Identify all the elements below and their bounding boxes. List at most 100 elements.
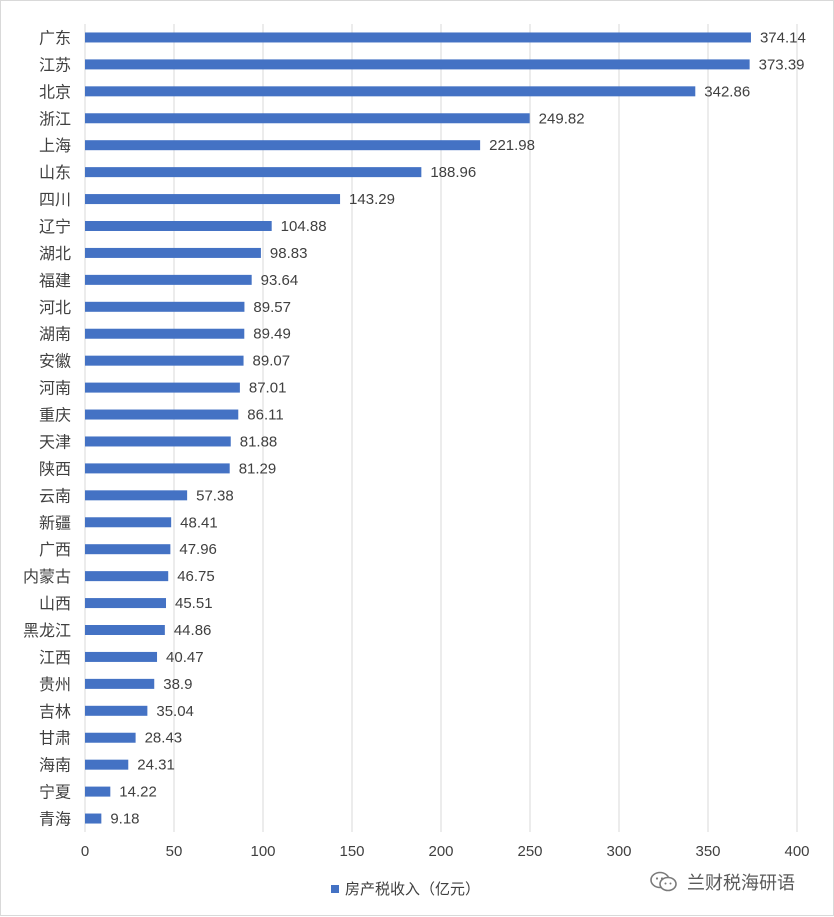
bar [85, 274, 252, 285]
bar [85, 59, 750, 70]
data-label: 28.43 [145, 730, 183, 747]
data-label: 81.29 [239, 460, 277, 477]
data-label: 46.75 [177, 568, 215, 585]
data-label: 221.98 [489, 137, 535, 154]
bar [85, 517, 172, 528]
bar [85, 571, 169, 582]
bar [85, 355, 244, 366]
category-label: 河北 [39, 298, 71, 317]
bar [85, 301, 245, 312]
data-label: 374.14 [760, 29, 806, 46]
x-tick-label: 0 [81, 843, 89, 860]
category-label: 安徽 [39, 352, 71, 371]
bar [85, 194, 341, 205]
watermark: 兰财税海研语 [649, 869, 795, 895]
data-label: 44.86 [174, 622, 212, 639]
category-label: 黑龙江 [23, 621, 71, 640]
category-label: 河南 [39, 379, 71, 398]
data-label: 249.82 [539, 110, 585, 127]
bar [85, 598, 167, 609]
data-label: 89.57 [253, 299, 291, 316]
bar [85, 382, 240, 393]
data-label: 45.51 [175, 595, 213, 612]
x-tick-label: 300 [606, 843, 631, 860]
bar [85, 813, 102, 824]
x-tick-label: 150 [339, 843, 364, 860]
bar [85, 140, 481, 151]
category-label: 湖北 [39, 244, 71, 263]
bar [85, 247, 261, 258]
legend-label: 房产税收入（亿元） [345, 880, 481, 898]
category-label: 山西 [39, 594, 71, 613]
x-tick-label: 250 [517, 843, 542, 860]
data-label: 81.88 [240, 433, 278, 450]
category-label: 四川 [39, 190, 71, 209]
legend-swatch [331, 884, 339, 893]
category-label: 浙江 [39, 109, 71, 128]
bar [85, 732, 136, 743]
watermark-text: 兰财税海研语 [687, 873, 795, 894]
data-label: 47.96 [179, 541, 217, 558]
data-label: 86.11 [247, 407, 283, 424]
x-tick-label: 350 [695, 843, 720, 860]
bar [85, 463, 230, 474]
bar [85, 409, 239, 420]
category-label: 吉林 [39, 702, 71, 721]
category-label: 海南 [39, 756, 71, 775]
category-label: 青海 [39, 810, 71, 829]
bar [85, 113, 530, 124]
category-label: 内蒙古 [23, 567, 71, 586]
data-label: 9.18 [110, 811, 139, 828]
category-label: 云南 [39, 486, 71, 505]
data-label: 14.22 [119, 784, 157, 801]
category-label: 广东 [39, 28, 71, 47]
bar [85, 759, 129, 770]
bar [85, 436, 231, 447]
data-label: 143.29 [349, 191, 395, 208]
bar [85, 705, 148, 716]
category-label: 辽宁 [39, 217, 71, 236]
bar [85, 786, 111, 797]
category-label: 甘肃 [39, 729, 71, 748]
x-tick-label: 100 [250, 843, 275, 860]
bar [85, 651, 158, 662]
category-label: 山东 [39, 163, 71, 182]
data-label: 40.47 [166, 649, 204, 666]
category-label: 江苏 [39, 55, 71, 74]
wechat-icon [650, 871, 677, 892]
category-label: 贵州 [39, 675, 71, 694]
bar [85, 32, 751, 43]
category-label: 上海 [39, 136, 71, 155]
data-label: 89.49 [253, 326, 291, 343]
data-label: 373.39 [759, 56, 805, 73]
bar [85, 544, 171, 555]
data-label: 98.83 [270, 245, 308, 262]
data-label: 38.9 [163, 676, 192, 693]
bar [85, 678, 155, 689]
category-label: 北京 [39, 82, 71, 101]
category-label: 福建 [39, 271, 71, 290]
bar [85, 167, 422, 178]
bar [85, 86, 696, 97]
data-label: 188.96 [430, 164, 476, 181]
data-label: 93.64 [261, 272, 299, 289]
data-label: 35.04 [156, 703, 194, 720]
bar [85, 625, 165, 635]
category-label: 新疆 [39, 513, 71, 532]
legend: 房产税收入（亿元） [331, 878, 480, 899]
category-label: 湖南 [39, 325, 71, 344]
category-label: 天津 [39, 432, 71, 451]
data-label: 87.01 [249, 380, 287, 397]
bar [85, 490, 188, 501]
category-label: 江西 [39, 648, 71, 667]
data-label: 342.86 [704, 83, 750, 100]
data-label: 57.38 [196, 487, 234, 504]
data-label: 48.41 [180, 514, 218, 531]
category-label: 陕西 [39, 459, 71, 478]
x-tick-label: 400 [784, 843, 809, 860]
bar [85, 328, 245, 339]
category-label: 重庆 [39, 406, 71, 425]
category-label: 广西 [39, 540, 71, 559]
